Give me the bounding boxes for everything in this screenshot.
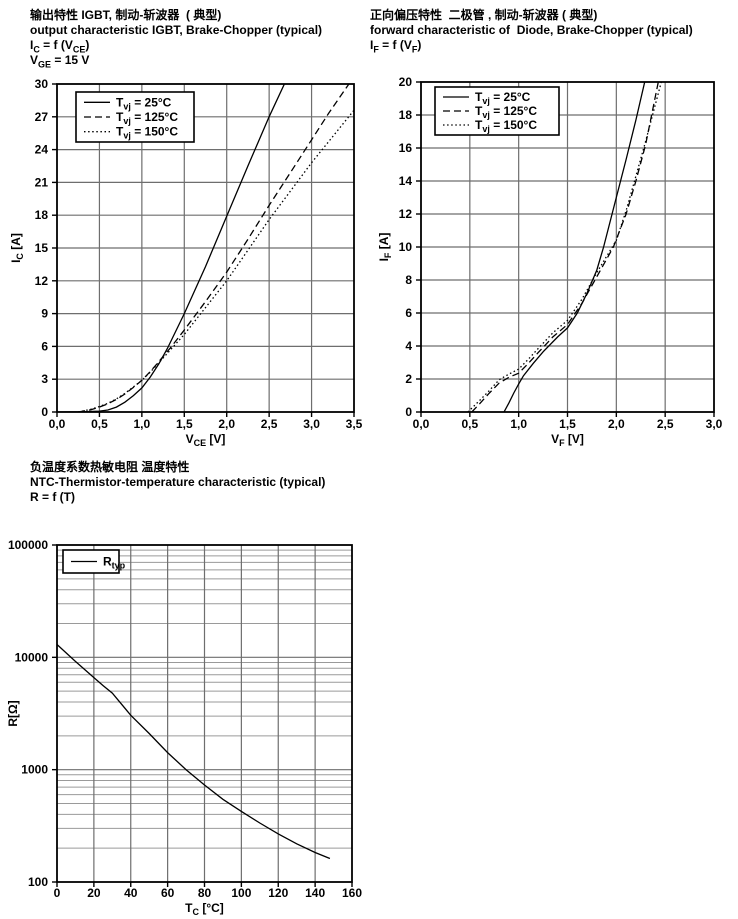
y-tick-label: 12 (35, 274, 49, 288)
y-tick-label: 20 (399, 75, 413, 89)
igbt-chart-header: 输出特性 IGBT, 制动-斩波器 ( 典型) output character… (30, 8, 323, 70)
x-tick-label: 1,0 (510, 417, 527, 431)
legend-label: Tvj = 125°C (116, 110, 178, 126)
x-tick-label: 140 (305, 886, 325, 900)
y-tick-label: 100000 (8, 538, 48, 552)
y-tick-label: 21 (35, 175, 49, 189)
x-tick-label: 2,5 (657, 417, 674, 431)
legend-label: Tvj = 150°C (475, 118, 537, 134)
y-tick-label: 18 (35, 208, 49, 222)
curve-solid (503, 82, 646, 412)
y-tick-label: 16 (399, 141, 413, 155)
diode-title-cn: 正向偏压特性 二极管 , 制动-斩波器 ( 典型) (370, 8, 598, 22)
x-tick-label: 0 (54, 886, 61, 900)
curve-dashed (78, 84, 350, 412)
legend-label: Tvj = 125°C (475, 104, 537, 120)
y-tick-label: 9 (41, 307, 48, 321)
y-tick-label: 12 (399, 207, 413, 221)
x-tick-label: 3,5 (346, 417, 363, 431)
x-tick-label: 100 (231, 886, 251, 900)
y-tick-label: 0 (41, 405, 48, 419)
x-tick-label: 1,5 (559, 417, 576, 431)
y-tick-label: 2 (405, 372, 412, 386)
x-axis-label: VF [V] (551, 432, 584, 448)
chart-2: 0 20 40 60 80 100 120 140 160 100 1000 10000 100000 T… (6, 538, 362, 917)
igbt-formula: IC = f (VCE) (30, 38, 90, 55)
diode-title-en: forward characteristic of Diode, Brake-C… (370, 23, 693, 37)
y-tick-label: 4 (405, 339, 412, 353)
x-tick-label: 1,5 (176, 417, 193, 431)
curve-dotted (78, 109, 354, 412)
x-tick-label: 80 (198, 886, 212, 900)
curve-dashed (471, 82, 659, 412)
x-tick-label: 160 (342, 886, 362, 900)
y-tick-label: 6 (41, 339, 48, 353)
chart-1: 0,0 0,5 1,0 1,5 2,0 2,5 3,0 0 2 4 6 8 10 12 14 16 18 20 VF… (377, 75, 723, 448)
x-tick-label: 2,0 (218, 417, 235, 431)
y-tick-label: 6 (405, 306, 412, 320)
x-tick-label: 3,0 (706, 417, 723, 431)
x-tick-label: 20 (87, 886, 101, 900)
diode-chart-header: 正向偏压特性 二极管 , 制动-斩波器 ( 典型) forward charac… (370, 8, 693, 55)
x-axis-label: TC [°C] (185, 901, 224, 917)
x-tick-label: 3,0 (303, 417, 320, 431)
igbt-condition: VGE = 15 V (30, 53, 90, 70)
x-tick-label: 60 (161, 886, 175, 900)
x-tick-label: 40 (124, 886, 138, 900)
y-tick-label: 18 (399, 108, 413, 122)
x-tick-label: 1,0 (134, 417, 151, 431)
x-tick-label: 120 (268, 886, 288, 900)
y-axis-label: R[Ω] (6, 700, 20, 726)
y-tick-label: 0 (405, 405, 412, 419)
legend-label: Tvj = 25°C (116, 95, 172, 111)
legend-label: Rtyp (103, 555, 126, 571)
x-tick-label: 2,5 (261, 417, 278, 431)
y-tick-label: 3 (41, 372, 48, 386)
x-axis-label: VCE [V] (186, 432, 226, 448)
ntc-title-en: NTC-Thermistor-temperature characteristi… (30, 475, 326, 489)
ntc-chart-header: 负温度系数热敏电阻 温度特性 NTC-Thermistor-temperatur… (30, 460, 325, 505)
y-axis-label: IF [A] (377, 233, 393, 262)
curve-solid (57, 84, 285, 412)
y-tick-label: 24 (35, 143, 49, 157)
y-tick-label: 10000 (15, 650, 49, 664)
y-tick-label: 1000 (21, 763, 48, 777)
y-axis-label: IC [A] (9, 233, 25, 263)
y-tick-label: 10 (399, 240, 413, 254)
x-tick-label: 0,0 (413, 417, 430, 431)
igbt-title-en: output characteristic IGBT, Brake-Choppe… (30, 23, 323, 37)
y-tick-label: 30 (35, 77, 49, 91)
legend-label: Tvj = 25°C (475, 90, 531, 106)
curve-solid (57, 644, 331, 860)
chart-0: 0,0 0,5 1,0 1,5 2,0 2,5 3,0 3,5 0 3 6 9 12 15 18 21 24 27… (9, 77, 363, 448)
y-tick-label: 15 (35, 241, 49, 255)
y-tick-label: 8 (405, 273, 412, 287)
diode-formula: IF = f (VF) (370, 38, 422, 55)
x-tick-label: 0,0 (49, 417, 66, 431)
ntc-formula: R = f (T) (30, 490, 75, 504)
legend-label: Tvj = 150°C (116, 125, 178, 141)
ntc-title-cn: 负温度系数热敏电阻 温度特性 (30, 460, 190, 474)
x-tick-label: 0,5 (461, 417, 478, 431)
y-tick-label: 14 (399, 174, 413, 188)
y-tick-label: 100 (28, 875, 48, 889)
x-tick-label: 0,5 (91, 417, 108, 431)
y-tick-label: 27 (35, 110, 49, 124)
igbt-title-cn: 输出特性 IGBT, 制动-斩波器 ( 典型) (30, 8, 222, 22)
x-tick-label: 2,0 (608, 417, 625, 431)
